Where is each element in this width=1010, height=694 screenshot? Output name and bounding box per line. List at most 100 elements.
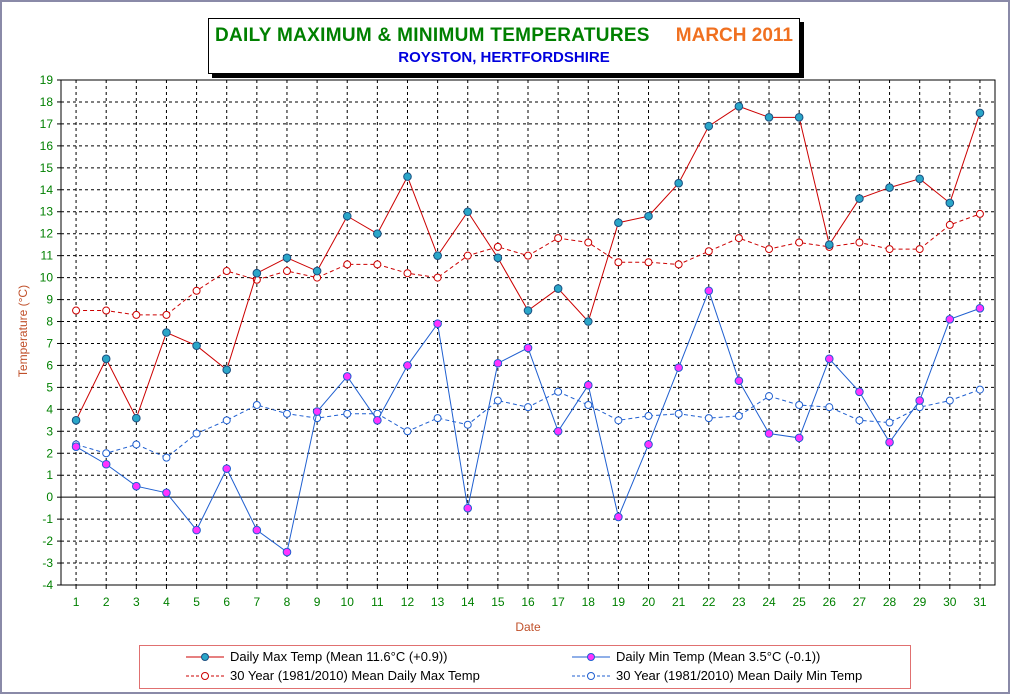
x-tick-label: 16 — [521, 595, 535, 609]
data-point-avg-max-temp — [132, 310, 141, 319]
legend-label-avg-max: 30 Year (1981/2010) Mean Daily Max Temp — [230, 668, 480, 683]
data-point-min-temp — [132, 481, 141, 491]
data-point-avg-max-temp — [674, 260, 683, 269]
data-point-min-temp — [101, 459, 111, 469]
data-point-avg-max-temp — [584, 238, 593, 247]
y-tick-label: 4 — [46, 402, 53, 416]
data-point-max-temp — [885, 183, 894, 192]
grid — [57, 79, 996, 589]
x-tick-label: 23 — [732, 595, 746, 609]
data-point-max-temp — [71, 416, 81, 425]
legend-label-avg-min: 30 Year (1981/2010) Mean Daily Min Temp — [616, 668, 863, 683]
data-point-min-temp — [312, 407, 322, 416]
data-point-min-temp — [945, 315, 955, 324]
data-point-max-temp — [644, 211, 653, 221]
y-tick-label: 17 — [40, 117, 54, 131]
data-point-avg-max-temp — [463, 251, 472, 260]
legend-swatch-avg-max — [186, 672, 224, 680]
data-point-max-temp — [734, 102, 744, 111]
data-point-max-temp — [433, 251, 442, 260]
data-point-avg-max-temp — [644, 258, 653, 267]
data-point-max-temp — [764, 113, 774, 122]
data-point-max-temp — [945, 198, 955, 208]
data-point-max-temp — [282, 253, 292, 263]
data-point-avg-min-temp — [102, 449, 111, 458]
data-point-min-temp — [553, 427, 563, 436]
x-tick-label: 26 — [823, 595, 837, 609]
y-tick-label: 14 — [40, 183, 54, 197]
data-point-avg-min-temp — [975, 385, 984, 394]
y-tick-label: -3 — [42, 556, 53, 570]
data-point-avg-min-temp — [704, 414, 713, 423]
y-tick-label: 18 — [40, 95, 54, 109]
x-tick-label: 29 — [913, 595, 927, 609]
legend-item-min: Daily Min Temp (Mean 3.5°C (-0.1)) — [572, 648, 902, 666]
data-point-avg-min-temp — [885, 418, 894, 427]
data-point-avg-min-temp — [222, 416, 231, 425]
data-point-max-temp — [222, 365, 232, 375]
x-tick-label: 13 — [431, 595, 445, 609]
data-point-avg-max-temp — [162, 310, 171, 319]
data-point-avg-min-temp — [734, 411, 743, 420]
y-tick-label: 12 — [40, 227, 54, 241]
data-point-max-temp — [342, 211, 352, 221]
series-layer — [71, 102, 985, 557]
data-point-avg-min-temp — [433, 414, 442, 423]
data-point-max-temp — [132, 413, 141, 423]
data-point-max-temp — [824, 240, 834, 249]
data-point-min-temp — [764, 429, 774, 438]
data-point-max-temp — [704, 121, 714, 131]
data-point-min-temp — [824, 354, 834, 364]
x-tick-label: 21 — [672, 595, 686, 609]
data-point-avg-min-temp — [554, 387, 563, 396]
data-point-avg-min-temp — [132, 440, 141, 449]
data-point-min-temp — [403, 361, 412, 370]
data-point-min-temp — [614, 512, 623, 522]
data-point-min-temp — [975, 304, 985, 313]
data-point-min-temp — [915, 396, 924, 405]
data-point-avg-min-temp — [524, 403, 532, 412]
series-min-temp — [71, 286, 985, 557]
data-point-min-temp — [463, 503, 473, 513]
x-tick-labels: 1 2 3 4 5 6 7 8 9 10 11 12 13 14 15 16 17 18 19 20 21 22 23 24 2… — [73, 595, 987, 609]
data-point-min-temp — [794, 433, 804, 443]
data-point-max-temp — [794, 113, 804, 122]
x-tick-label: 11 — [371, 595, 384, 609]
data-point-avg-max-temp — [915, 245, 924, 254]
data-point-avg-max-temp — [945, 220, 954, 229]
data-point-min-temp — [222, 464, 232, 473]
x-tick-label: 3 — [133, 595, 140, 609]
data-point-avg-max-temp — [192, 286, 201, 295]
legend-swatch-max — [186, 653, 224, 661]
legend-swatch-min — [572, 653, 610, 661]
x-tick-label: 4 — [163, 595, 170, 609]
legend-item-max: Daily Max Temp (Mean 11.6°C (+0.9)) — [186, 648, 526, 666]
data-point-min-temp — [523, 343, 533, 353]
data-point-avg-max-temp — [433, 273, 442, 282]
series-max-temp — [71, 102, 985, 425]
data-point-max-temp — [493, 253, 503, 263]
data-point-max-temp — [373, 229, 382, 238]
data-point-avg-max-temp — [614, 258, 623, 267]
y-tick-label: 5 — [46, 380, 53, 394]
x-tick-label: 14 — [461, 595, 475, 609]
x-tick-label: 15 — [491, 595, 505, 609]
data-point-avg-min-temp — [614, 416, 623, 425]
y-tick-label: 19 — [40, 73, 54, 87]
data-point-avg-min-temp — [825, 403, 834, 412]
y-tick-label: 1 — [46, 468, 53, 482]
data-point-max-temp — [403, 172, 412, 181]
data-point-avg-min-temp — [795, 400, 804, 409]
data-point-avg-max-temp — [795, 238, 804, 247]
data-point-avg-min-temp — [282, 409, 291, 418]
data-point-avg-max-temp — [704, 247, 713, 256]
data-point-min-temp — [373, 416, 382, 425]
data-point-min-temp — [192, 525, 201, 535]
data-point-avg-min-temp — [644, 411, 653, 420]
x-tick-label: 2 — [103, 595, 110, 609]
data-point-min-temp — [855, 387, 864, 397]
data-point-max-temp — [192, 341, 201, 350]
data-point-avg-max-temp — [102, 306, 111, 315]
data-point-max-temp — [312, 266, 322, 276]
